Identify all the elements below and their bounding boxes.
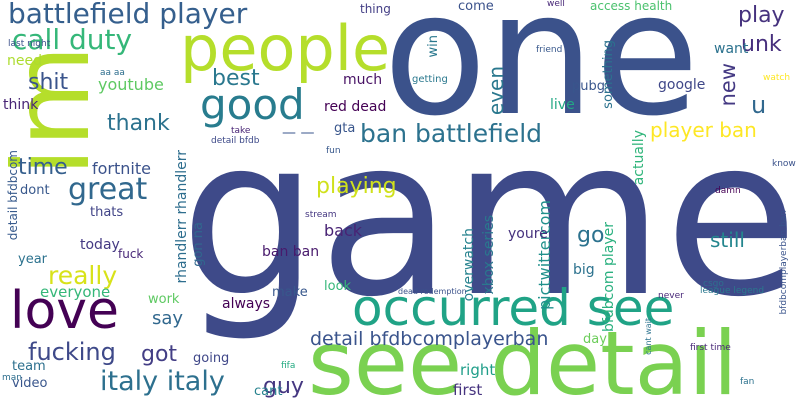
- cloud-word: ban battlefield: [360, 119, 543, 148]
- cloud-word: really: [48, 261, 118, 290]
- cloud-word: first: [453, 381, 483, 399]
- cloud-word: italy italy: [100, 366, 225, 397]
- cloud-word: right: [460, 361, 496, 379]
- cloud-word: aa aa: [100, 68, 125, 78]
- cloud-word: last night: [8, 39, 51, 49]
- cloud-word: pictwittercom: [535, 200, 554, 310]
- cloud-word: man: [2, 373, 22, 383]
- cloud-word: win: [426, 35, 441, 58]
- cloud-word: still: [710, 228, 745, 252]
- cloud-word: go: [577, 223, 605, 248]
- cloud-word: got: [141, 342, 178, 367]
- cloud-word: fan: [740, 377, 755, 387]
- cloud-word: stream: [305, 210, 337, 220]
- cloud-word: one: [383, 0, 700, 154]
- cloud-word: rhandlerr rhandlerr: [174, 150, 190, 284]
- cloud-word: battlefield player: [8, 0, 248, 30]
- cloud-word: make: [272, 285, 308, 300]
- cloud-word: ban ban: [262, 244, 320, 260]
- cloud-word: something: [601, 40, 616, 109]
- cloud-word: csgo: [703, 279, 724, 289]
- cloud-word: today: [80, 237, 120, 253]
- cloud-word: red dead: [324, 99, 387, 115]
- cloud-word: see detail: [308, 312, 738, 400]
- cloud-word: always: [222, 296, 271, 312]
- cloud-word: league legend: [700, 286, 765, 296]
- cloud-word: gon na: [191, 222, 206, 267]
- cloud-word: gta: [334, 121, 356, 136]
- cloud-word: come: [458, 0, 494, 14]
- cloud-word: day: [583, 332, 607, 347]
- cloud-word: thats: [90, 205, 124, 220]
- cloud-word: google: [658, 77, 706, 93]
- cloud-word: fuck: [118, 247, 144, 261]
- cloud-word: youre: [508, 226, 548, 242]
- cloud-word: guy: [263, 374, 304, 399]
- cloud-word: fortnite: [92, 159, 151, 178]
- cloud-word: playing: [316, 174, 397, 199]
- cloud-word: new: [716, 63, 740, 107]
- cloud-word: people: [180, 12, 391, 85]
- cloud-word: dont: [20, 183, 50, 198]
- cloud-word: know: [772, 159, 796, 169]
- cloud-word: well: [547, 0, 565, 9]
- cloud-word: getting: [412, 74, 448, 85]
- cloud-word: pubg: [572, 79, 605, 94]
- cloud-word: never: [658, 291, 684, 301]
- cloud-word: team: [12, 359, 46, 374]
- cloud-word: cant wait: [644, 318, 653, 355]
- cloud-word: actually: [631, 130, 647, 186]
- cloud-word: big: [573, 262, 595, 278]
- cloud-word: player ban: [650, 118, 757, 142]
- cloud-word: bfdbcomplayerban ban: [779, 210, 789, 315]
- cloud-word: live: [550, 97, 575, 113]
- cloud-word: year: [18, 252, 48, 267]
- cloud-word: play: [738, 3, 785, 28]
- cloud-word: need: [7, 53, 42, 69]
- cloud-word: want: [714, 41, 749, 57]
- cloud-word: unk: [741, 32, 782, 57]
- cloud-word: good: [200, 80, 305, 129]
- cloud-word: fifa: [281, 361, 296, 371]
- cloud-word: back: [324, 221, 363, 240]
- cloud-word: dead redemption: [398, 287, 467, 296]
- cloud-word: shit: [28, 70, 69, 95]
- cloud-word: video: [12, 376, 48, 391]
- cloud-word: damn: [715, 186, 741, 196]
- cloud-word: detail bfdbcomplayerban: [310, 328, 549, 350]
- cloud-word: youtube: [98, 75, 164, 94]
- cloud-word: going: [193, 351, 230, 366]
- cloud-word: access health: [590, 0, 673, 13]
- cloud-word: bfdbcom player: [601, 222, 617, 332]
- cloud-word: watch: [763, 73, 791, 83]
- cloud-word: game: [180, 92, 799, 345]
- cloud-word: xbox series: [481, 215, 497, 295]
- cloud-word: u: [751, 91, 767, 119]
- cloud-word: detail bfdb: [211, 136, 260, 146]
- cloud-word: love: [10, 281, 120, 341]
- cloud-word: work: [148, 292, 180, 307]
- cloud-word: detail bfdbcom: [6, 150, 20, 241]
- cloud-word: thing: [360, 2, 391, 16]
- cloud-word: first time: [690, 343, 731, 353]
- cloud-word: look: [324, 279, 352, 294]
- cloud-word: think: [3, 97, 39, 113]
- cloud-word: fun: [326, 146, 341, 156]
- cloud-word: even: [484, 66, 508, 116]
- cloud-word: friend: [536, 45, 563, 55]
- cloud-word: best: [212, 66, 260, 91]
- cloud-word: fucking: [28, 338, 116, 366]
- cloud-word: much: [343, 72, 383, 88]
- cloud-word: call duty: [12, 23, 133, 56]
- cloud-word: say: [152, 308, 184, 329]
- cloud-word: cant: [254, 384, 283, 399]
- cloud-word: take: [231, 126, 251, 136]
- cloud-word: thank: [107, 111, 170, 136]
- cloud-word: great: [68, 172, 148, 207]
- cloud-word: — —: [282, 125, 315, 141]
- cloud-word: occurred see: [352, 279, 675, 337]
- cloud-word: everyone: [40, 283, 111, 301]
- cloud-word: time: [18, 155, 68, 180]
